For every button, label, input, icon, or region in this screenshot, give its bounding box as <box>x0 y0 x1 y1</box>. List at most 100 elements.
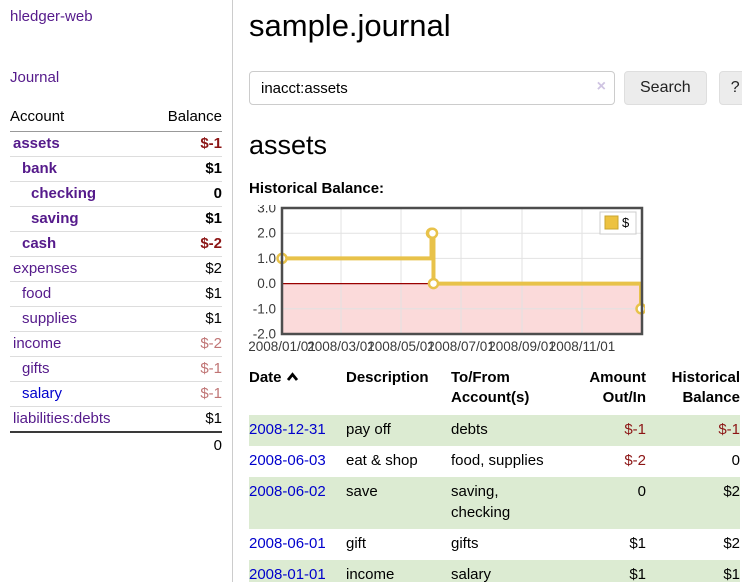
transaction-description: save <box>346 477 451 529</box>
account-link[interactable]: saving <box>31 210 79 227</box>
transaction-balance: $2 <box>646 477 740 529</box>
transaction-balance: $-1 <box>646 415 740 446</box>
account-balance: $-1 <box>147 356 222 382</box>
svg-text:2.0: 2.0 <box>257 226 276 241</box>
accounts-header-account: Account <box>10 105 148 132</box>
svg-text:3.0: 3.0 <box>257 205 276 216</box>
transaction-accounts: salary <box>451 560 564 582</box>
accounts-header-balance: Balance <box>147 105 222 132</box>
txn-header-balance: Historical Balance <box>671 369 740 406</box>
clear-search-icon[interactable]: × <box>596 78 606 95</box>
account-row: liabilities:debts $1 <box>10 406 222 432</box>
account-balance: $2 <box>147 256 222 282</box>
chart-label: Historical Balance: <box>249 180 385 197</box>
transactions-table: Date Description To/From Account(s) Amou… <box>249 368 740 582</box>
account-link[interactable]: assets <box>13 135 60 152</box>
search-button[interactable]: Search <box>624 71 707 105</box>
account-row: bank $1 <box>10 156 222 182</box>
transaction-accounts: food, supplies <box>451 452 544 469</box>
transaction-accounts: saving, checking <box>451 477 564 529</box>
account-link[interactable]: supplies <box>22 310 78 327</box>
transaction-date-link[interactable]: 2008-06-01 <box>249 535 326 552</box>
account-row: cash $-2 <box>10 231 222 257</box>
transaction-description: pay off <box>346 415 451 446</box>
transaction-description: gift <box>346 535 367 552</box>
account-link[interactable]: expenses <box>13 260 78 277</box>
transaction-description: eat & shop <box>346 452 418 469</box>
transaction-row: 2008-06-03 eat & shop food, supplies $-2 0 <box>249 446 740 477</box>
svg-text:-2.0: -2.0 <box>253 327 276 342</box>
transactions-table-body: 2008-12-31 pay off debts $-1 $-1 2008-06-03 ea… <box>249 415 740 582</box>
txn-header-description: Description <box>346 369 429 386</box>
account-link[interactable]: gifts <box>22 360 50 377</box>
transaction-amount: $1 <box>629 535 646 552</box>
account-balance: $1 <box>147 206 222 232</box>
transaction-balance: $2 <box>723 535 740 552</box>
account-balance: $-2 <box>147 231 222 257</box>
account-row: income $-2 <box>10 331 222 357</box>
account-balance: $-2 <box>147 331 222 357</box>
svg-text:$: $ <box>622 215 630 230</box>
main-content: sample.journal × Search ? assets Histori… <box>233 0 742 582</box>
txn-header-date[interactable]: Date <box>249 368 346 415</box>
transaction-balance: 0 <box>731 452 740 469</box>
account-link[interactable]: food <box>22 285 52 302</box>
svg-text:2008/01/01: 2008/01/01 <box>249 339 316 354</box>
transaction-row: 2008-06-02 save saving, checking 0 $2 <box>249 477 740 529</box>
transaction-row: 2008-12-31 pay off debts $-1 $-1 <box>249 415 740 446</box>
transaction-row: 2008-06-01 gift gifts $1 $2 <box>249 529 740 560</box>
svg-text:2008/07/01: 2008/07/01 <box>427 339 495 354</box>
svg-text:2008/09/01: 2008/09/01 <box>488 339 556 354</box>
transaction-accounts: debts <box>451 415 564 446</box>
account-row: supplies $1 <box>10 306 222 332</box>
accounts-table: Account Balance assets $-1 bank $1 checking 0… <box>10 105 222 458</box>
accounts-total-row: 0 <box>10 431 222 458</box>
account-link[interactable]: cash <box>22 235 57 252</box>
transaction-amount: $-2 <box>624 452 646 469</box>
sidebar-item-journal[interactable]: Journal <box>10 69 60 86</box>
svg-text:-1.0: -1.0 <box>253 301 276 316</box>
account-link[interactable]: liabilities:debts <box>13 410 111 427</box>
account-link[interactable]: salary <box>22 385 63 402</box>
account-row: assets $-1 <box>10 132 222 157</box>
account-balance: $1 <box>147 281 222 307</box>
svg-text:0.0: 0.0 <box>257 276 276 291</box>
transaction-balance: $1 <box>646 560 740 582</box>
historical-balance-chart: $3.0 2.0 1.0 0.0 -1.0 -2.0 2008/01/01 2008/03/0… <box>248 201 742 357</box>
page-title: sample.journal <box>249 8 451 43</box>
account-row: checking 0 <box>10 181 222 207</box>
brand-link[interactable]: hledger-web <box>10 8 93 25</box>
txn-header-amount: Amount Out/In <box>589 369 646 406</box>
account-balance: $1 <box>147 306 222 332</box>
transaction-row: 2008-01-01 income salary $1 $1 <box>249 560 740 582</box>
transaction-amount: $-1 <box>564 415 646 446</box>
svg-text:2008/11/01: 2008/11/01 <box>549 339 616 354</box>
transaction-date-link[interactable]: 2008-01-01 <box>249 566 326 582</box>
accounts-total-value: 0 <box>147 431 222 458</box>
svg-text:2008/03/01: 2008/03/01 <box>307 339 375 354</box>
sidebar: hledger-web Journal Account Balance asse… <box>0 0 233 582</box>
account-link[interactable]: checking <box>31 185 97 202</box>
account-row: expenses $2 <box>10 256 222 282</box>
transaction-accounts: gifts <box>451 535 479 552</box>
help-button[interactable]: ? <box>718 71 742 105</box>
transaction-date-link[interactable]: 2008-12-31 <box>249 421 326 438</box>
transaction-amount: $1 <box>564 560 646 582</box>
transaction-description: income <box>346 560 451 582</box>
account-row: salary $-1 <box>10 381 222 407</box>
account-row: saving $1 <box>10 206 222 232</box>
account-balance: $-1 <box>200 135 222 152</box>
account-link[interactable]: bank <box>22 160 58 177</box>
account-link[interactable]: income <box>13 335 62 352</box>
chart-canvas: $3.0 2.0 1.0 0.0 -1.0 -2.02008/01/012008/03/0… <box>248 201 647 354</box>
svg-text:1.0: 1.0 <box>257 251 276 266</box>
search-input[interactable] <box>249 71 615 105</box>
transaction-date-link[interactable]: 2008-06-03 <box>249 452 326 469</box>
account-row: gifts $-1 <box>10 356 222 382</box>
transaction-date-link[interactable]: 2008-06-02 <box>249 483 326 500</box>
account-balance: $1 <box>147 156 222 182</box>
account-balance: $1 <box>147 406 222 432</box>
accounts-table-body: assets $-1 bank $1 checking 0 saving $1 cash $-2 e… <box>10 132 222 432</box>
txn-header-accounts: To/From Account(s) <box>451 369 530 406</box>
